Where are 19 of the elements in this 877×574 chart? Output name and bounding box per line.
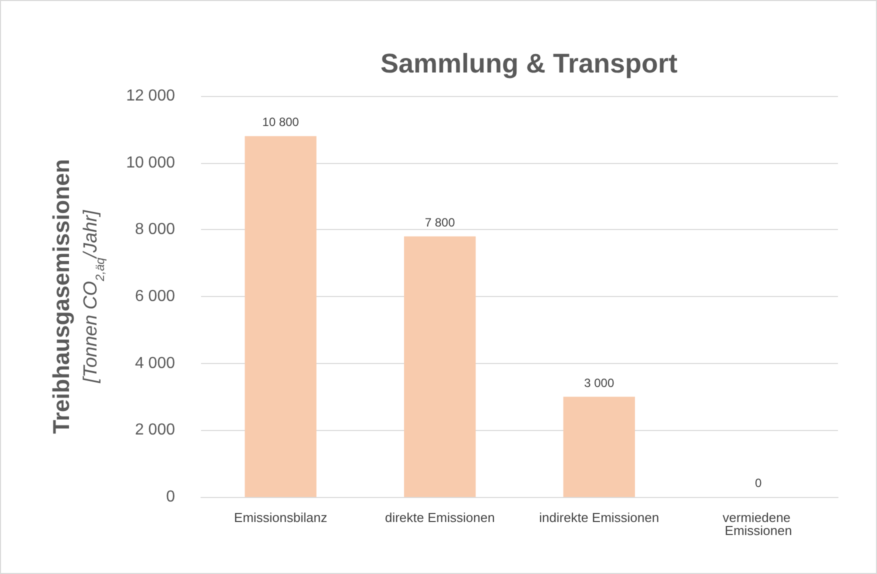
bar xyxy=(404,236,476,497)
data-label: 0 xyxy=(755,476,762,490)
bar xyxy=(563,396,635,497)
y-tick-label: 8 000 xyxy=(134,221,176,238)
y-tick-label: 12 000 xyxy=(126,88,176,104)
y-tick-label: 2 000 xyxy=(134,422,176,439)
y-tick-label: 6 000 xyxy=(134,288,176,305)
x-tick-label: indirekte Emissionen xyxy=(539,510,660,525)
y-tick-label: 4 000 xyxy=(134,354,176,372)
chart-title: Sammlung & Transport xyxy=(380,48,678,78)
x-tick-label: direkte Emissionen xyxy=(384,510,495,525)
bar xyxy=(244,136,316,497)
x-tick-label: Emissionsbilanz xyxy=(234,510,328,525)
data-label: 3 000 xyxy=(584,376,614,390)
y-tick-label: 0 xyxy=(166,488,176,506)
x-tick-label: vermiedene Emissionen xyxy=(722,510,794,538)
data-label: 10 800 xyxy=(262,115,300,130)
data-label: 7 800 xyxy=(424,215,456,230)
y-tick-label: 10 000 xyxy=(126,154,176,172)
